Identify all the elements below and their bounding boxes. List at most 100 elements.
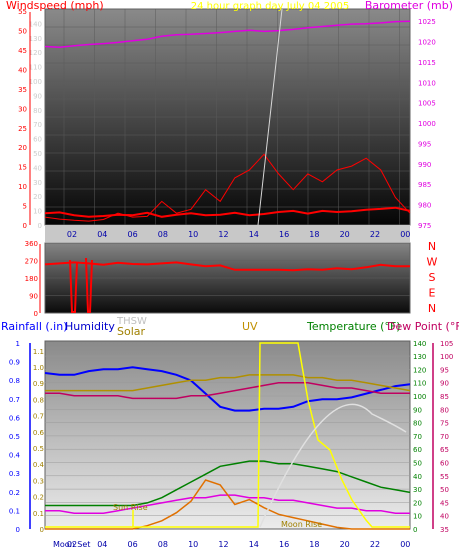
temperature-tick: 100 — [413, 393, 426, 401]
time-axis: 02 04 06 08 10 12 14 16 18 20 22 00 — [45, 225, 410, 242]
time-tick: 04 — [97, 540, 107, 549]
time-tick: 14 — [249, 540, 259, 549]
dewpoint-tick: 35 — [440, 526, 449, 534]
windspeed-inner-tick: 40 — [33, 164, 42, 172]
direction-tick: 180 — [25, 275, 38, 283]
time-tick: 20 — [340, 230, 350, 239]
dewpoint-tick: 60 — [440, 460, 449, 468]
barometer-tick: 980 — [418, 202, 431, 210]
legend-solar: Solar — [117, 325, 146, 338]
barometer-tick: 1025 — [418, 18, 436, 26]
time-tick: 22 — [370, 230, 380, 239]
windspeed-tick: 40 — [18, 66, 27, 74]
legend-humidity: Humidity — [65, 320, 115, 333]
barometer-line — [44, 20, 411, 49]
sun-rise-label: Sun Rise — [113, 503, 148, 512]
temperature-tick: 30 — [413, 486, 422, 494]
time-tick: 10 — [188, 540, 198, 549]
time-tick: 20 — [340, 540, 350, 549]
barometer-axis-ticks: 975 980 985 990 995 1000 1005 1010 1015 1020 1025 — [418, 18, 436, 230]
rainfall-tick: 0 — [16, 526, 20, 534]
rainfall-tick: 0.7 — [9, 396, 20, 404]
temperature-tick: 70 — [413, 433, 422, 441]
windspeed-tick: 25 — [18, 125, 27, 133]
wind-chart-grid — [45, 9, 410, 225]
temperature-tick: 40 — [413, 473, 422, 481]
compass-label: S — [429, 271, 436, 284]
time-tick: 02 — [67, 540, 77, 549]
humidity-line — [44, 366, 411, 412]
windspeed-tick: 20 — [18, 144, 27, 152]
temperature-tick: 20 — [413, 499, 422, 507]
windspeed-tick: 5 — [23, 203, 27, 211]
temperature-tick: 140 — [413, 340, 426, 348]
uv-tick: 1.0 — [33, 364, 44, 372]
windspeed-inner-tick: 80 — [33, 107, 42, 115]
rainfall-tick: 0.5 — [9, 433, 20, 441]
legend-rainfall: Rainfall (.in) — [1, 320, 68, 333]
direction-tick: 90 — [29, 293, 38, 301]
dewpoint-tick: 55 — [440, 473, 449, 481]
windspeed-tick: 45 — [18, 47, 27, 55]
time-tick: 00 — [400, 540, 410, 549]
dewpoint-tick: 70 — [440, 433, 449, 441]
climate-chart-background — [44, 340, 411, 530]
sun-trace-line — [257, 8, 283, 226]
wind-direction-line — [44, 261, 410, 272]
bottom-chart-legend: Rainfall (.in) Humidity THSW Solar UV Te… — [1, 316, 459, 338]
uv-tick: 0.1 — [33, 510, 44, 518]
direction-tick: 270 — [25, 258, 38, 266]
barometer-tick: 985 — [418, 181, 431, 189]
barometer-tick: 1000 — [418, 120, 436, 128]
windspeed-tick: 30 — [18, 105, 27, 113]
climate-chart-axis-ticks: 00.10.20.30.40.50.60.70.80.9100.10.20.30… — [9, 340, 454, 549]
uv-tick: 0.3 — [33, 477, 44, 485]
time-tick: 02 — [67, 230, 77, 239]
windspeed-tick: 10 — [18, 183, 27, 191]
wind-barometer-chart: 24 hour graph day July 04 2005 Windspeed… — [6, 0, 453, 230]
wind-direction-axis-ticks: 0 90 180 270 360 — [25, 240, 41, 318]
windspeed-inner-tick: 140 — [29, 20, 42, 28]
dewpoint-tick: 85 — [440, 393, 449, 401]
time-tick: 08 — [158, 230, 168, 239]
barometer-tick: 1010 — [418, 79, 436, 87]
dewpoint-tick: 75 — [440, 420, 449, 428]
windspeed-tick: 35 — [18, 86, 27, 94]
temperature-tick: 90 — [413, 406, 422, 414]
time-tick: 22 — [370, 540, 380, 549]
temperature-tick: 0 — [413, 526, 417, 534]
rainfall-tick: 0.3 — [9, 470, 20, 478]
thsw-line — [45, 374, 411, 392]
uv-line — [45, 342, 410, 528]
uv-tick: 1.1 — [33, 348, 44, 356]
uv-tick: 0 — [40, 526, 44, 534]
windspeed-axis-ticks: 0 5 10 15 20 25 30 35 40 45 50 55 0 10 20 30 40 50 60 70 80 9… — [18, 8, 42, 230]
windspeed-inner-tick: 20 — [33, 193, 42, 201]
barometer-tick: 995 — [418, 140, 431, 148]
windspeed-inner-tick: 70 — [33, 121, 42, 129]
direction-tick: 360 — [25, 240, 38, 248]
time-tick: 14 — [249, 230, 259, 239]
windspeed-inner-tick: 60 — [33, 136, 42, 144]
rainfall-tick: 0.1 — [9, 507, 20, 515]
uv-tick: 0.9 — [33, 380, 44, 388]
temperature-tick: 80 — [413, 420, 422, 428]
windspeed-inner-tick: 10 — [33, 208, 42, 216]
rainfall-tick: 0.6 — [9, 414, 21, 422]
legend-thsw: THSW — [116, 316, 147, 327]
climate-chart-series — [44, 342, 411, 530]
windspeed-inner-tick: 110 — [29, 64, 42, 72]
wind-chart-title: 24 hour graph day July 04 2005 — [191, 1, 350, 12]
time-tick: 10 — [188, 230, 198, 239]
gust-line — [44, 153, 411, 222]
windspeed-inner-tick: 30 — [33, 179, 42, 187]
moon-rise-label: Moon Rise — [281, 520, 322, 529]
compass-label: N — [428, 302, 436, 315]
legend-dewpoint: Dew Point (°F) — [387, 320, 459, 333]
dewpoint-line — [45, 382, 410, 400]
dewpoint-tick: 90 — [440, 380, 449, 388]
wind-direction-series — [44, 257, 410, 313]
temperature-tick: 60 — [413, 446, 422, 454]
temperature-line — [45, 460, 411, 507]
